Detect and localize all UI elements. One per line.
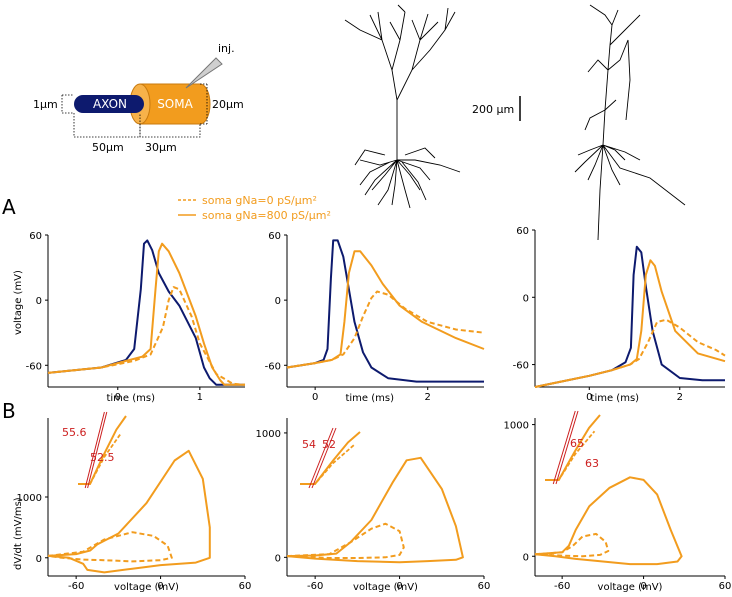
axon-length-label: 50µm bbox=[92, 141, 124, 154]
series-soma-gna-0 bbox=[286, 522, 405, 559]
slope-annotation: 52.5 bbox=[90, 451, 115, 464]
y-tick-label: 1000 bbox=[256, 429, 281, 440]
x-axis-title: voltage (mV) bbox=[353, 582, 418, 593]
x-axis-title: time (ms) bbox=[345, 393, 394, 404]
y-tick-label: 0 bbox=[523, 293, 529, 304]
series-soma-gna-800 bbox=[286, 456, 464, 564]
legend-solid-label: soma gNa=800 pS/µm² bbox=[202, 209, 331, 222]
soma-label: SOMA bbox=[157, 97, 193, 111]
chart-a3: -60 0 60 0 2 time (ms) bbox=[513, 226, 726, 404]
inset-zoom: 55.652.5 bbox=[62, 411, 127, 489]
x-tick-label: 0 bbox=[586, 392, 592, 403]
panel-label-a: A bbox=[2, 195, 16, 219]
slope-line bbox=[308, 427, 334, 489]
x-tick-label: 0 bbox=[396, 581, 402, 592]
series-soma-gna-800 bbox=[534, 259, 726, 388]
series-soma-gna-0 bbox=[286, 290, 485, 369]
dimension-guides bbox=[61, 83, 208, 138]
inj-label: inj. bbox=[218, 42, 235, 55]
series-axon bbox=[286, 239, 484, 383]
slope-line bbox=[311, 427, 337, 489]
y-tick-label: 60 bbox=[268, 231, 281, 242]
series-soma-gna-0 bbox=[47, 286, 246, 386]
slope-line bbox=[552, 410, 576, 485]
soma-diameter-label: 20µm bbox=[212, 98, 244, 111]
x-axis-title: voltage (mV) bbox=[598, 582, 663, 593]
x-tick-label: 0 bbox=[640, 581, 646, 592]
x-tick-label: 0 bbox=[115, 392, 121, 403]
y-tick-label: -60 bbox=[513, 361, 529, 372]
x-tick-label: -60 bbox=[554, 581, 570, 592]
slope-annotation: 63 bbox=[585, 457, 599, 470]
chart-b1: 0 1000 -60 0 60 voltage (mV) 55.652.5 bbox=[17, 411, 252, 593]
panel-label-b: B bbox=[2, 399, 16, 423]
series-soma-gna-0 bbox=[534, 318, 726, 388]
axon-cylinder bbox=[74, 95, 144, 113]
chart-a1: -60 0 60 0 1 time (ms) bbox=[26, 231, 246, 404]
x-axis-title: time (ms) bbox=[591, 393, 640, 404]
x-tick-label: 60 bbox=[478, 581, 491, 592]
legend: soma gNa=0 pS/µm² soma gNa=800 pS/µm² bbox=[178, 194, 331, 222]
slope-line bbox=[87, 411, 108, 489]
y-tick-label: 60 bbox=[516, 226, 529, 237]
y-tick-label: 0 bbox=[36, 296, 42, 307]
y-tick-label: 1000 bbox=[17, 493, 42, 504]
y-tick-label: 60 bbox=[29, 231, 42, 242]
scale-bar-label: 200 µm bbox=[472, 103, 514, 116]
axon-label: AXON bbox=[93, 97, 127, 111]
series-soma-gna-800 bbox=[534, 476, 683, 566]
x-tick-label: 1 bbox=[197, 392, 203, 403]
series-axon bbox=[534, 245, 725, 388]
x-tick-label: -60 bbox=[307, 581, 323, 592]
x-axis-title: time (ms) bbox=[106, 393, 155, 404]
series-axon bbox=[47, 239, 245, 386]
slope-line bbox=[555, 410, 579, 485]
chart-a2: -60 0 60 0 2 time (ms) bbox=[265, 231, 485, 404]
neuron-morphology-1 bbox=[344, 4, 461, 209]
slope-annotation: 55.6 bbox=[62, 426, 87, 439]
inset-zoom: 54 52 bbox=[300, 427, 361, 489]
inset-dashed bbox=[545, 430, 596, 481]
x-axis-title: voltage (mV) bbox=[114, 582, 179, 593]
series-soma-gna-0 bbox=[534, 532, 610, 558]
y-tick-label: 0 bbox=[275, 553, 281, 564]
series-soma-gna-800 bbox=[47, 242, 245, 386]
inset-dashed bbox=[78, 432, 122, 485]
inset-dashed bbox=[300, 444, 355, 485]
neuron-morphology-2 bbox=[574, 4, 686, 241]
series-soma-gna-0 bbox=[47, 531, 173, 563]
series-soma-gna-800 bbox=[286, 250, 485, 369]
axon-soma-schematic: AXON SOMA inj. 1µm 20µm 50µm 30µm bbox=[33, 42, 244, 154]
x-tick-label: -60 bbox=[68, 581, 84, 592]
slope-annotation: 52 bbox=[322, 438, 336, 451]
electrode-icon bbox=[185, 57, 223, 89]
y-tick-label: 0 bbox=[523, 552, 529, 563]
y-tick-label: 0 bbox=[275, 296, 281, 307]
chart-b2: 0 1000 -60 0 60 voltage (mV) 54 52 bbox=[256, 418, 491, 593]
scale-bar: 200 µm bbox=[472, 96, 521, 121]
x-tick-label: 60 bbox=[719, 581, 732, 592]
x-tick-label: 2 bbox=[677, 392, 683, 403]
slope-line bbox=[84, 411, 105, 489]
slope-annotation: 65 bbox=[570, 437, 584, 450]
y-tick-label: 1000 bbox=[504, 421, 529, 432]
legend-dashed-label: soma gNa=0 pS/µm² bbox=[202, 194, 317, 207]
soma-length-label: 30µm bbox=[145, 141, 177, 154]
x-tick-label: 60 bbox=[239, 581, 252, 592]
series-soma-gna-800 bbox=[47, 449, 211, 574]
y-tick-label: -60 bbox=[265, 361, 281, 372]
a-ylabel: voltage (mV) bbox=[13, 270, 24, 335]
y-tick-label: 0 bbox=[36, 554, 42, 565]
axon-diameter-label: 1µm bbox=[33, 98, 58, 111]
x-tick-label: 0 bbox=[157, 581, 163, 592]
x-tick-label: 0 bbox=[312, 392, 318, 403]
x-tick-label: 2 bbox=[425, 392, 431, 403]
y-tick-label: -60 bbox=[26, 361, 42, 372]
b-ylabel: dV/dt (mV/ms) bbox=[13, 497, 24, 570]
slope-annotation: 54 bbox=[302, 438, 316, 451]
